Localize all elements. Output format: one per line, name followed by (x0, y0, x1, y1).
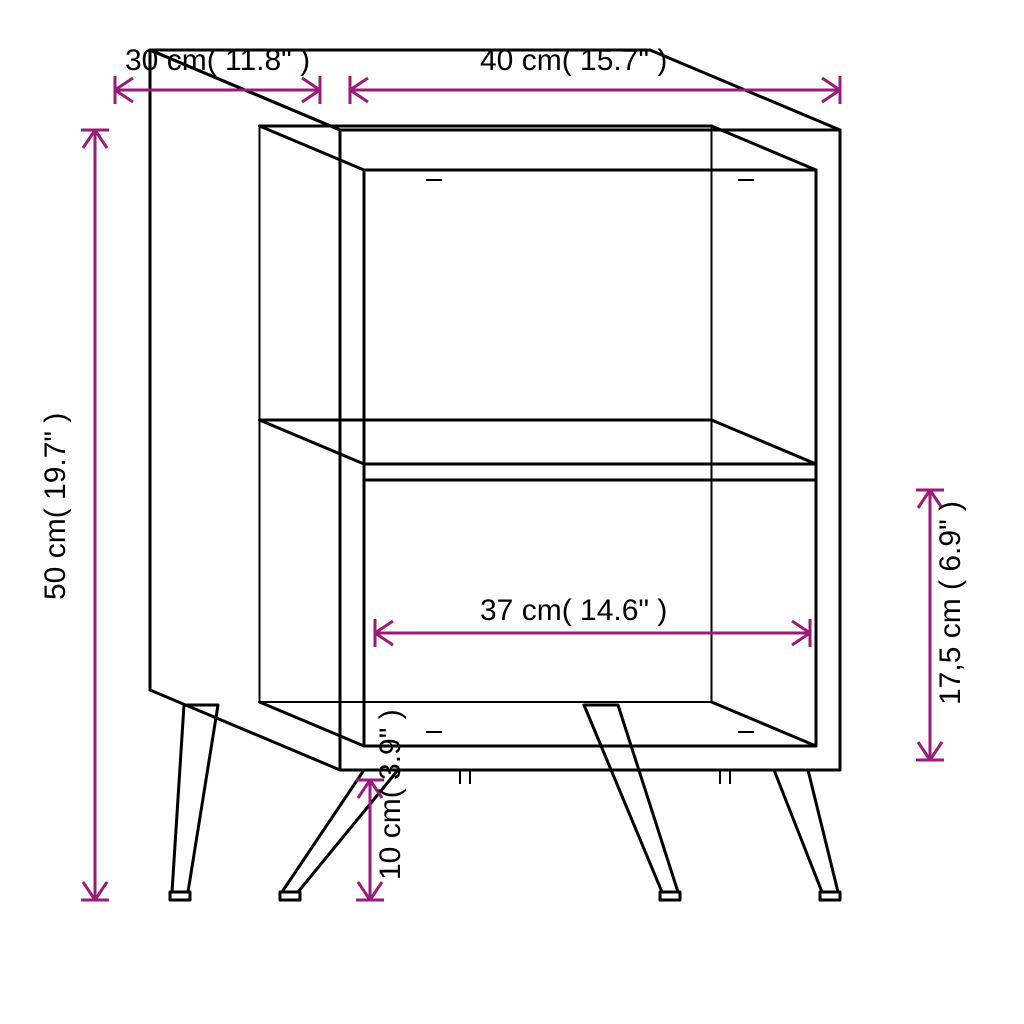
dim-inner-width-label: 37 cm( 14.6" ) (480, 594, 667, 627)
dim-height-label: 50 cm( 19.7" ) (39, 413, 72, 600)
cabinet-drawing (170, 130, 840, 900)
dim-leg-height-label: 10 cm( 3.9" ) (374, 709, 407, 880)
dim-lower-opening-label: 17,5 cm ( 6.9" ) (934, 501, 967, 705)
dim-depth-label: 30 cm( 11.8" ) (125, 44, 310, 77)
dim-width-label: 40 cm( 15.7" ) (480, 44, 667, 77)
